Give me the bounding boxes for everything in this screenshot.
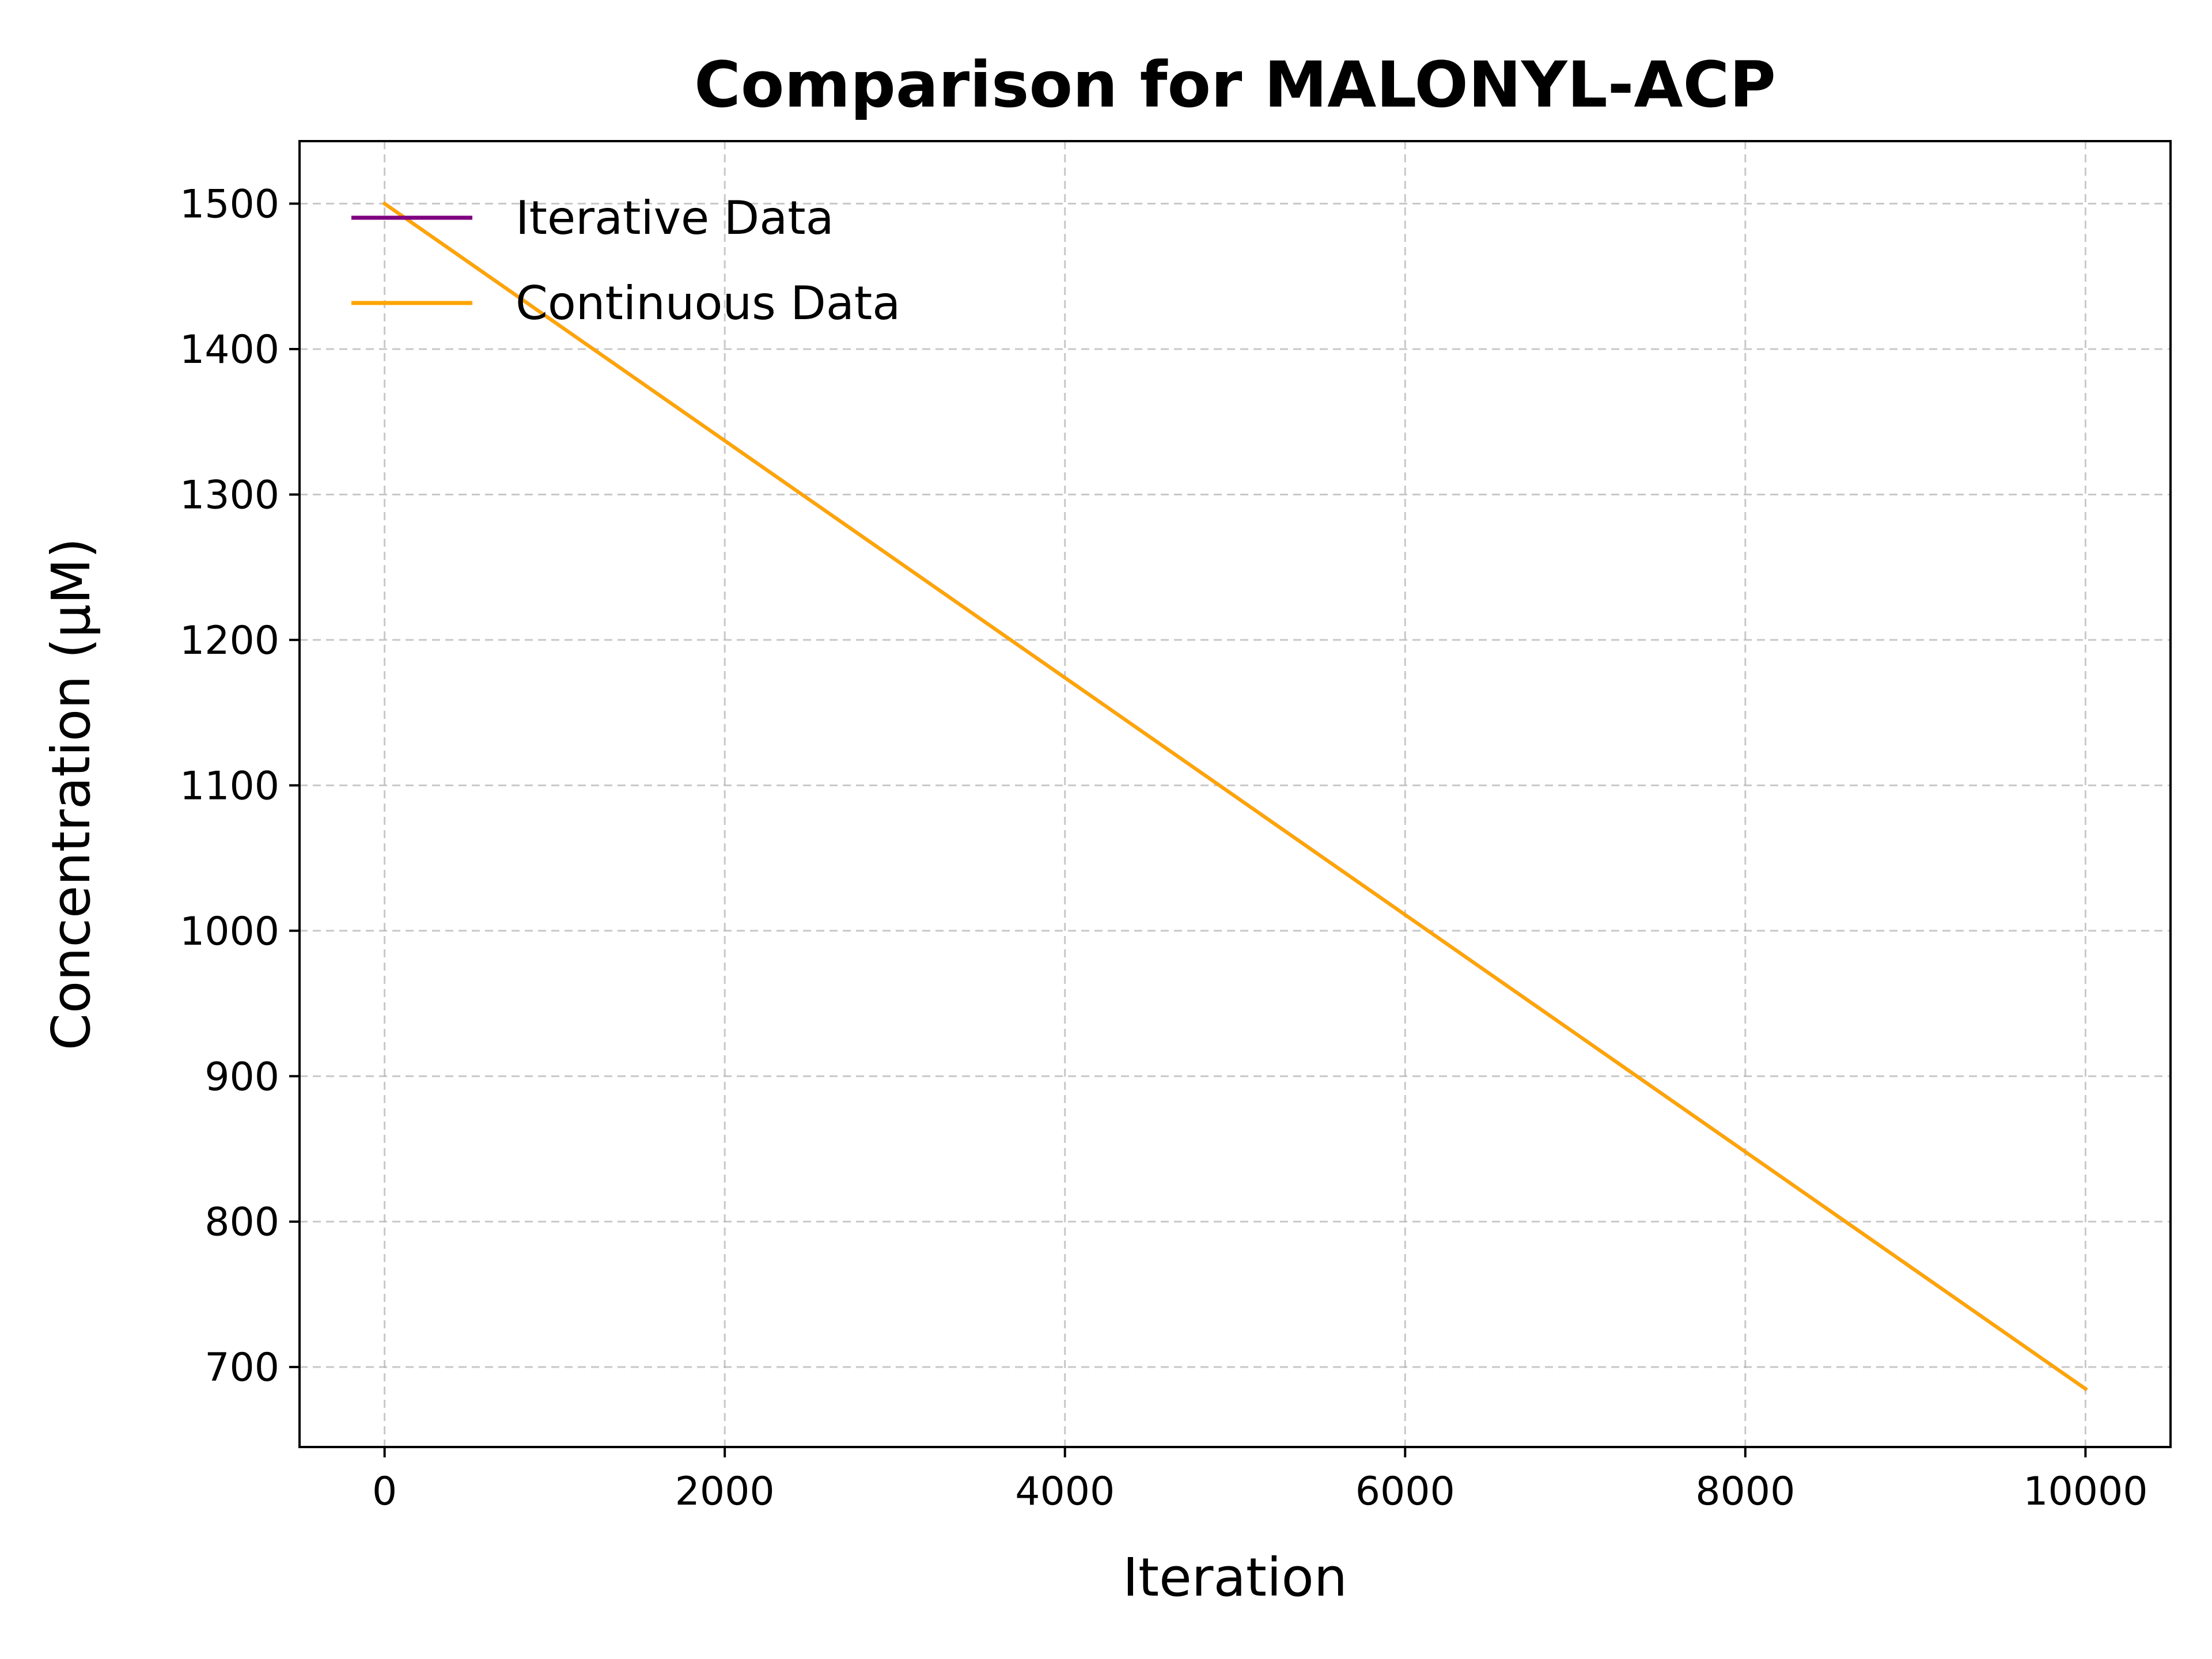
x-tick-label: 10000 [2023, 1469, 2147, 1514]
legend-label: Iterative Data [516, 191, 834, 245]
y-tick-label: 1200 [180, 618, 279, 664]
grid [300, 141, 2171, 1447]
y-axis-label: Concentration (μM) [40, 538, 102, 1051]
y-tick-label: 1500 [180, 182, 279, 228]
series-line [382, 201, 2088, 1392]
y-tick-label: 1300 [180, 472, 279, 518]
y-tick-label: 800 [204, 1200, 279, 1245]
x-tick-label: 6000 [1355, 1469, 1455, 1514]
x-tick-label: 0 [372, 1469, 397, 1514]
chart-title: Comparison for MALONYL-ACP [694, 48, 1776, 122]
y-tick-label: 700 [204, 1345, 279, 1391]
plot-frame [298, 140, 2172, 1448]
y-tick-label: 1400 [180, 327, 279, 373]
x-axis-ticks: 0 2000 4000 6000 8000 10000 [372, 1447, 2148, 1514]
x-axis-label: Iteration [1123, 1547, 1347, 1608]
y-axis-ticks: 700 800 900 1000 1100 1200 1300 1400 1500 [180, 182, 300, 1391]
x-tick-label: 2000 [675, 1469, 775, 1514]
y-tick-label: 1100 [180, 763, 279, 809]
y-tick-label: 900 [204, 1054, 279, 1100]
x-tick-label: 4000 [1015, 1469, 1115, 1514]
legend: Iterative Data Continuous Data [351, 191, 900, 330]
y-tick-label: 1000 [180, 909, 279, 955]
series-lines [382, 201, 2088, 1392]
legend-label: Continuous Data [516, 276, 900, 330]
x-tick-label: 8000 [1695, 1469, 1795, 1514]
